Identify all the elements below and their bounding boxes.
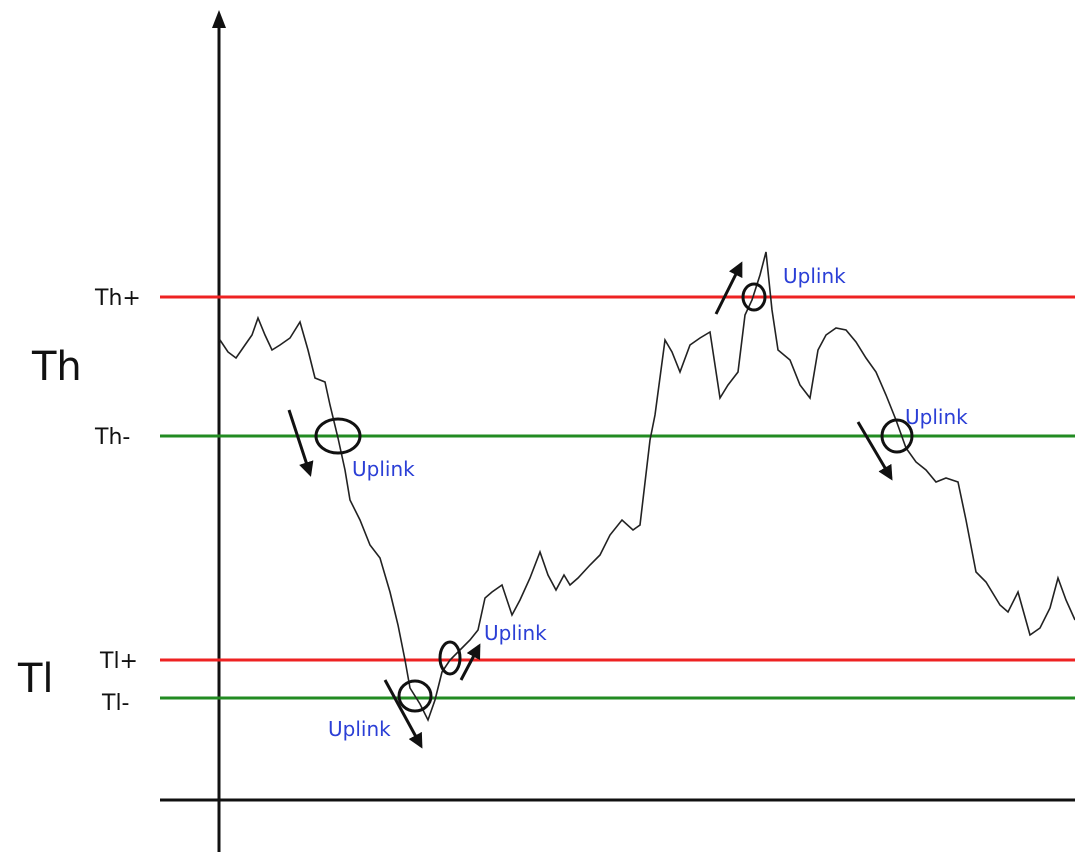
signal-trace	[219, 251, 1075, 723]
threshold-label-th-minus: Th-	[94, 425, 130, 450]
group-label-tl: Tl	[17, 656, 54, 702]
event-label: Uplink	[352, 457, 415, 481]
down-arrow-icon	[287, 409, 314, 477]
event-label: Uplink	[484, 621, 547, 645]
event-marker-circle	[397, 679, 433, 713]
event-marker-circle	[314, 417, 362, 455]
threshold-label-tl-minus: Tl-	[101, 691, 130, 716]
event-marker-circle	[438, 640, 462, 676]
event-marker-circle	[880, 418, 914, 454]
down-arrow-icon	[856, 421, 893, 481]
threshold-label-tl-plus: Tl+	[99, 649, 138, 674]
up-arrow-icon	[714, 261, 743, 315]
event-label: Uplink	[905, 405, 968, 429]
down-arrow-icon	[383, 679, 423, 749]
threshold-label-th-plus: Th+	[94, 286, 141, 311]
event-label: Uplink	[783, 264, 846, 288]
up-arrow-icon	[459, 643, 481, 681]
event-label: Uplink	[328, 717, 391, 741]
group-label-th: Th	[31, 344, 82, 390]
event-marker-circle	[741, 282, 767, 312]
y-axis-arrowhead	[212, 10, 226, 28]
